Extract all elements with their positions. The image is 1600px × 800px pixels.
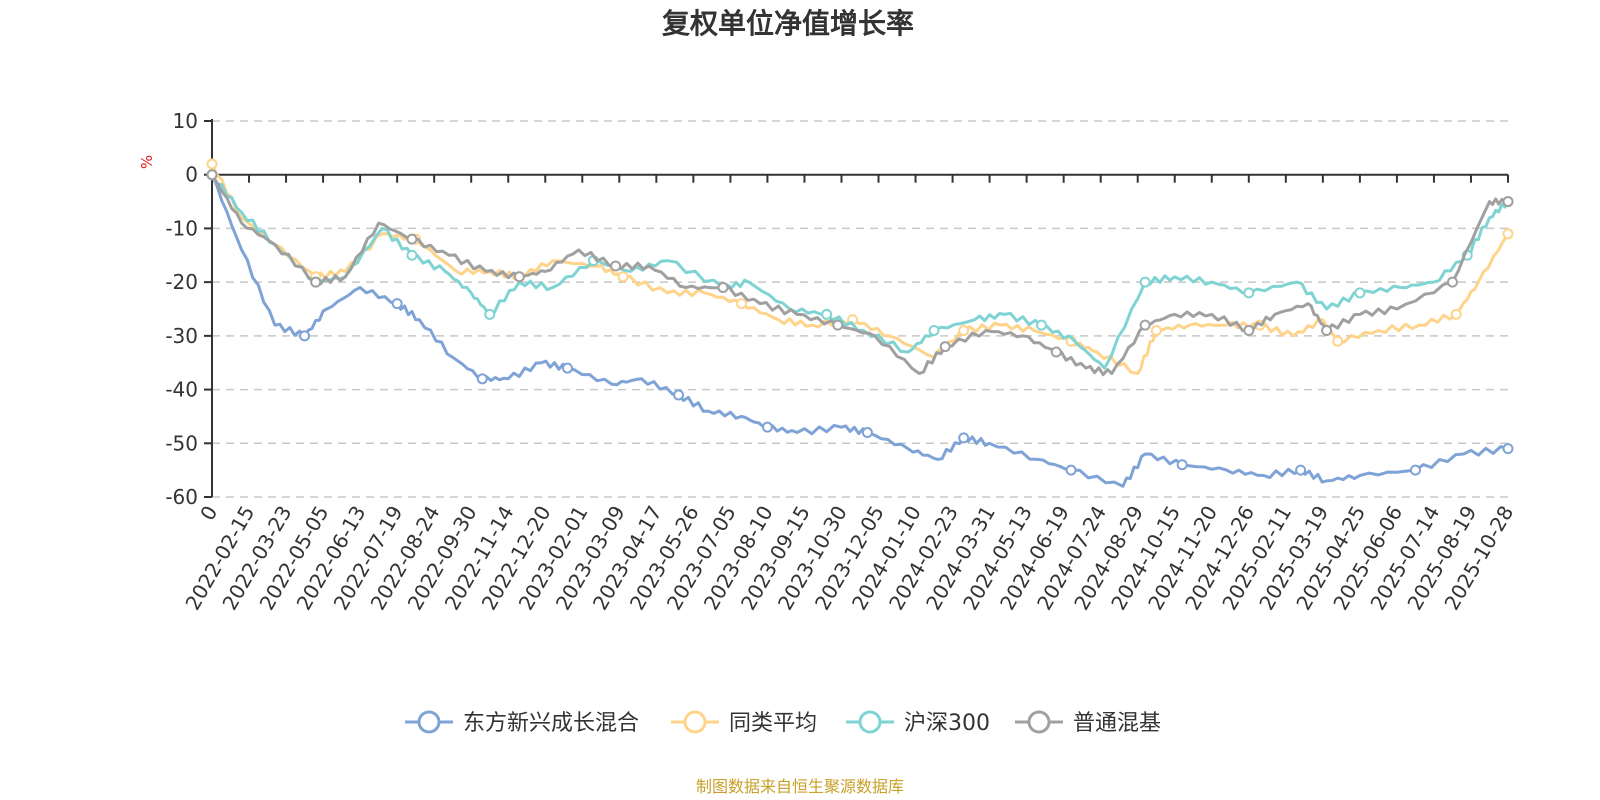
series-point (206, 158, 218, 170)
series-point (561, 362, 573, 374)
grid-lines (212, 120, 1508, 498)
legend-label: 普通混基 (1073, 711, 1161, 736)
legend-marker (683, 710, 707, 734)
series-point (1150, 324, 1162, 336)
series-point (1409, 464, 1421, 476)
series-point (1035, 319, 1047, 331)
y-tick-label: -10 (165, 216, 198, 240)
series-point (1332, 335, 1344, 347)
series-point (1295, 464, 1307, 476)
legend-marker (1027, 710, 1051, 734)
y-axis: 10 0 -10 -20 -30 -40 -50 -60 (165, 109, 213, 509)
series-point (1502, 196, 1514, 208)
legend-marker (417, 710, 441, 734)
series-point (513, 271, 525, 283)
legend-marker (858, 710, 882, 734)
series-point (406, 233, 418, 245)
series-point (673, 389, 685, 401)
legend-label: 沪深300 (904, 711, 990, 736)
series-line (210, 174, 1509, 488)
series-point (1243, 324, 1255, 336)
series-line (210, 163, 1510, 375)
y-tick-label: 0 (185, 163, 198, 187)
series-point (310, 276, 322, 288)
y-tick-label: -30 (165, 324, 198, 348)
series-point (939, 341, 951, 353)
series-point (761, 421, 773, 433)
legend-item[interactable]: 普通混基 (1015, 710, 1161, 736)
series-point (1321, 324, 1333, 336)
legend-item[interactable]: 东方新兴成长混合 (405, 710, 639, 736)
series-point (1139, 319, 1151, 331)
series-point (1502, 228, 1514, 240)
series-point (617, 271, 629, 283)
series-line (210, 173, 1509, 377)
chart-title: 复权单位净值增长率 (662, 7, 914, 40)
series-point (958, 324, 970, 336)
series-point (1446, 276, 1458, 288)
series-point (1050, 346, 1062, 358)
legend[interactable]: 东方新兴成长混合 同类平均 沪深300 普通混基 (405, 710, 1161, 736)
series-point (206, 169, 218, 181)
x-axis: 02022-02-152022-03-232022-05-052022-06-1… (180, 173, 1518, 614)
series-point (1139, 276, 1151, 288)
y-tick-label: -60 (165, 485, 198, 509)
legend-label: 东方新兴成长混合 (463, 711, 639, 736)
y-tick-label: -40 (165, 378, 198, 402)
series-point (736, 298, 748, 310)
y-tick-label: -50 (165, 431, 198, 455)
series-point (1450, 308, 1462, 320)
series-line (210, 173, 1510, 370)
legend-item[interactable]: 沪深300 (846, 710, 990, 736)
y-tick-label: 10 (173, 109, 198, 133)
series-point (610, 260, 622, 272)
series-point (476, 373, 488, 385)
series-point (928, 324, 940, 336)
legend-label: 同类平均 (729, 711, 817, 736)
x-tick-label: 0 (195, 502, 222, 525)
series-point (391, 298, 403, 310)
series-point (1354, 287, 1366, 299)
series-point (299, 330, 311, 342)
series-point (1243, 287, 1255, 299)
series-point (861, 427, 873, 439)
series-point (958, 432, 970, 444)
data-source-note: 制图数据来自恒生聚源数据库 (696, 777, 904, 796)
series-point (1065, 464, 1077, 476)
series-point (484, 308, 496, 320)
y-tick-label: -20 (165, 270, 198, 294)
series-point (1176, 459, 1188, 471)
series-point (717, 282, 729, 294)
series-lines (206, 158, 1514, 488)
series-point (1502, 443, 1514, 455)
series-point (832, 319, 844, 331)
y-axis-unit: % (138, 155, 156, 169)
series-point (406, 249, 418, 261)
series-point (821, 308, 833, 320)
legend-item[interactable]: 同类平均 (671, 710, 817, 736)
